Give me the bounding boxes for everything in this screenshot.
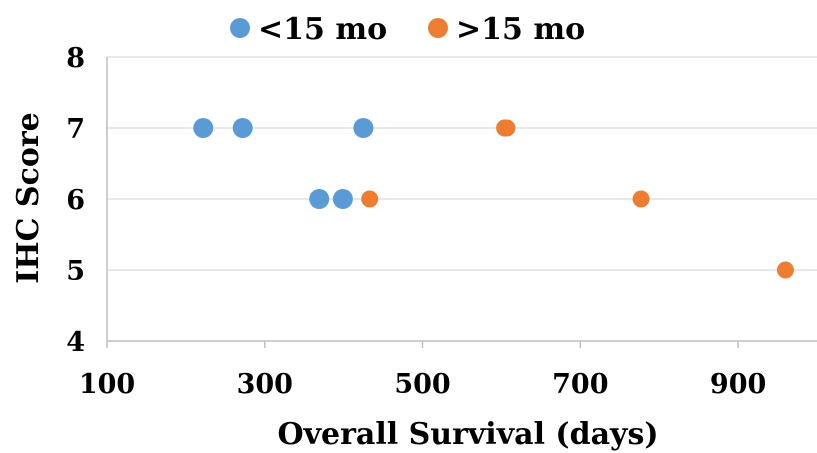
data-point-series-2 xyxy=(498,119,516,137)
x-tick-label: 300 xyxy=(237,369,293,400)
x-tick-label: 900 xyxy=(710,369,766,400)
legend: <15 mo >15 mo xyxy=(230,12,585,47)
data-point-series-2 xyxy=(632,190,650,208)
data-point-series-1 xyxy=(332,189,353,209)
y-tick-label: 8 xyxy=(66,43,85,74)
x-tick-labels: 100 300 500 700 900 xyxy=(79,369,766,400)
gridlines xyxy=(107,56,817,271)
y-tick-label: 4 xyxy=(66,327,85,358)
y-tick-label: 7 xyxy=(66,114,85,145)
x-tick-label: 100 xyxy=(79,369,135,400)
x-axis-title: Overall Survival (days) xyxy=(277,417,658,452)
legend-label-series-1: <15 mo xyxy=(258,12,387,47)
y-tick-label: 6 xyxy=(66,185,85,216)
data-point-series-1 xyxy=(232,118,253,138)
data-point-series-1 xyxy=(193,118,214,138)
legend-marker-series-2 xyxy=(428,18,448,38)
x-tick-label: 700 xyxy=(552,369,608,400)
y-tick-labels: 4 5 6 7 8 xyxy=(66,43,85,358)
x-tick-label: 500 xyxy=(394,369,450,400)
legend-marker-series-1 xyxy=(230,18,250,38)
data-point-series-1 xyxy=(309,189,330,209)
data-point-series-1 xyxy=(353,118,374,138)
y-tick-label: 5 xyxy=(66,256,85,287)
legend-label-series-2: >15 mo xyxy=(456,12,585,47)
axes xyxy=(106,57,817,348)
data-point-series-2 xyxy=(776,261,794,279)
data-points xyxy=(193,118,794,279)
data-point-series-2 xyxy=(361,190,379,208)
y-axis-title: IHC Score xyxy=(11,112,46,284)
